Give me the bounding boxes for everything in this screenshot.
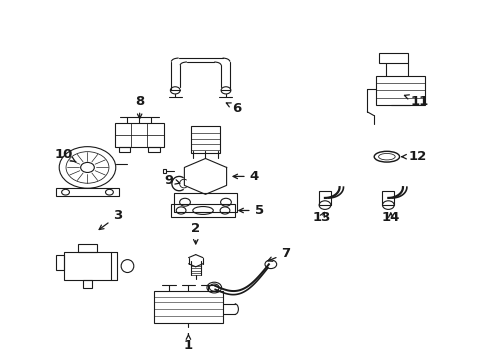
- Text: 4: 4: [233, 170, 258, 183]
- Bar: [115, 123, 163, 147]
- Bar: [173, 193, 237, 212]
- Bar: [64, 252, 111, 280]
- Bar: [56, 188, 119, 196]
- Bar: [378, 53, 407, 63]
- Text: 2: 2: [191, 222, 200, 244]
- Text: 6: 6: [226, 102, 242, 115]
- Bar: [82, 280, 92, 288]
- Bar: [154, 291, 222, 323]
- Text: 3: 3: [99, 210, 122, 230]
- Bar: [162, 169, 166, 173]
- Text: 7: 7: [267, 247, 290, 261]
- Bar: [171, 204, 234, 217]
- Text: 11: 11: [404, 95, 428, 108]
- Text: 1: 1: [183, 334, 193, 352]
- Text: 5: 5: [239, 204, 263, 217]
- Text: 14: 14: [381, 211, 399, 224]
- Bar: [56, 255, 64, 270]
- Text: 10: 10: [55, 148, 76, 162]
- Bar: [119, 147, 130, 152]
- Bar: [190, 126, 220, 153]
- Bar: [148, 147, 159, 152]
- Bar: [375, 76, 424, 105]
- Text: 12: 12: [401, 150, 426, 163]
- Text: 9: 9: [164, 174, 180, 186]
- Bar: [319, 191, 330, 205]
- Bar: [78, 244, 97, 252]
- Bar: [382, 191, 393, 205]
- Text: 13: 13: [312, 211, 330, 224]
- Text: 8: 8: [135, 95, 144, 118]
